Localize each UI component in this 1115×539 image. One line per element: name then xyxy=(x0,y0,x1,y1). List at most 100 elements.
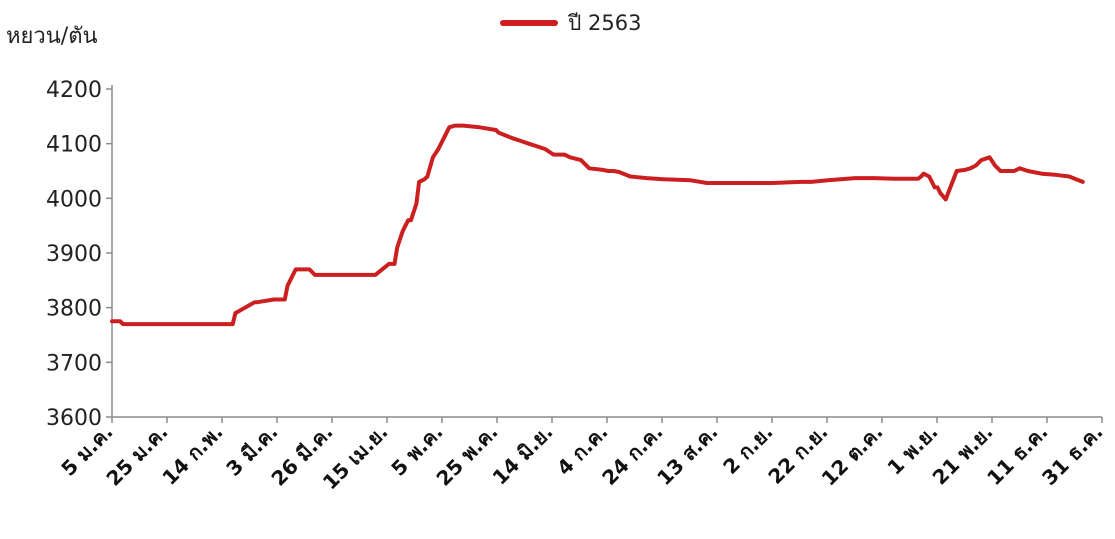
data-point xyxy=(442,136,446,140)
data-point xyxy=(302,267,306,271)
data-point xyxy=(401,229,405,233)
data-point xyxy=(478,125,481,129)
data-point xyxy=(606,169,610,173)
data-point xyxy=(453,124,457,128)
data-point xyxy=(933,185,937,189)
data-point xyxy=(543,147,547,151)
data-point xyxy=(1026,169,1030,173)
data-point xyxy=(393,262,396,266)
data-point xyxy=(705,181,709,185)
data-point xyxy=(587,166,591,170)
data-point xyxy=(417,180,421,184)
data-point xyxy=(222,322,226,326)
x-ticks: 5 ม.ค.25 ม.ค.14 ก.พ.3 มี.ค.26 มี.ค.15 เม… xyxy=(56,417,1108,494)
data-point xyxy=(233,311,237,315)
data-point xyxy=(872,176,876,180)
data-point xyxy=(993,164,997,167)
data-point xyxy=(645,176,649,180)
data-point xyxy=(231,322,235,326)
x-tick-label: 14 มิ.ย. xyxy=(488,420,558,490)
data-point xyxy=(1012,169,1016,173)
data-point xyxy=(955,169,959,173)
data-point xyxy=(809,180,813,184)
data-point xyxy=(798,180,802,184)
data-point xyxy=(853,176,857,180)
data-point xyxy=(628,175,632,178)
data-point xyxy=(373,273,377,277)
data-point xyxy=(744,181,747,185)
data-point xyxy=(617,170,621,174)
data-point xyxy=(494,128,498,132)
data-point xyxy=(165,322,169,326)
x-tick-label: 14 ก.พ. xyxy=(157,420,227,490)
data-point xyxy=(283,298,287,301)
data-point xyxy=(1081,180,1085,184)
data-point xyxy=(1053,173,1057,177)
data-point xyxy=(936,185,939,189)
data-point xyxy=(527,142,531,146)
y-tick-label: 4000 xyxy=(46,187,102,212)
axes xyxy=(111,85,1102,418)
data-point xyxy=(552,153,555,157)
data-point xyxy=(519,139,523,143)
data-point xyxy=(406,218,410,222)
data-point xyxy=(612,169,616,173)
data-point xyxy=(938,191,942,195)
data-point xyxy=(313,273,317,277)
data-point xyxy=(563,153,566,157)
data-point xyxy=(826,178,830,182)
x-tick-label: 25 ม.ค. xyxy=(101,420,172,491)
data-point xyxy=(497,131,501,135)
data-point xyxy=(286,284,289,288)
legend-swatch xyxy=(500,20,558,26)
data-point xyxy=(859,176,863,180)
data-point xyxy=(535,144,539,148)
x-tick-label: 25 พ.ค. xyxy=(431,420,502,491)
y-axis-label: หยวน/ตัน xyxy=(6,24,98,49)
legend: ปี 2563 xyxy=(500,8,641,38)
data-point xyxy=(1067,175,1071,178)
y-tick-label: 4100 xyxy=(46,133,102,158)
x-tick-label: 24 ก.ค. xyxy=(597,420,667,490)
data-point xyxy=(927,175,931,178)
data-point xyxy=(568,155,572,159)
x-tick-label: 11 ธ.ค. xyxy=(982,420,1052,490)
y-tick-label: 3600 xyxy=(46,406,102,431)
y-tick-label: 4200 xyxy=(46,78,102,103)
data-point xyxy=(118,319,122,323)
series-line xyxy=(110,123,1085,327)
data-point xyxy=(716,181,720,185)
data-point xyxy=(601,168,605,172)
data-point xyxy=(892,177,896,181)
x-tick-label: 31 ธ.ค. xyxy=(1037,420,1107,490)
data-point xyxy=(999,169,1002,173)
y-tick-label: 3800 xyxy=(46,297,102,322)
data-point xyxy=(403,224,407,228)
data-point xyxy=(968,166,972,170)
data-point xyxy=(944,197,948,201)
data-point xyxy=(436,147,440,151)
data-point xyxy=(431,155,435,159)
data-point xyxy=(1040,172,1044,176)
data-point xyxy=(414,202,418,206)
data-point xyxy=(974,164,978,167)
data-point xyxy=(110,319,114,323)
data-point xyxy=(1018,166,1022,170)
x-tick-label: 13 ส.ค. xyxy=(652,420,722,490)
y-tick-label: 3700 xyxy=(46,351,102,376)
data-point xyxy=(308,267,311,271)
data-point xyxy=(922,172,926,176)
data-point xyxy=(137,322,141,326)
data-point xyxy=(916,177,920,181)
data-point xyxy=(253,300,257,304)
data-point xyxy=(579,158,583,162)
data-point xyxy=(195,322,199,326)
data-point xyxy=(360,273,364,277)
data-point xyxy=(979,158,983,162)
data-point xyxy=(275,298,278,301)
data-point xyxy=(661,177,665,181)
data-point xyxy=(121,322,125,326)
data-point xyxy=(387,262,391,266)
data-point xyxy=(255,300,259,304)
